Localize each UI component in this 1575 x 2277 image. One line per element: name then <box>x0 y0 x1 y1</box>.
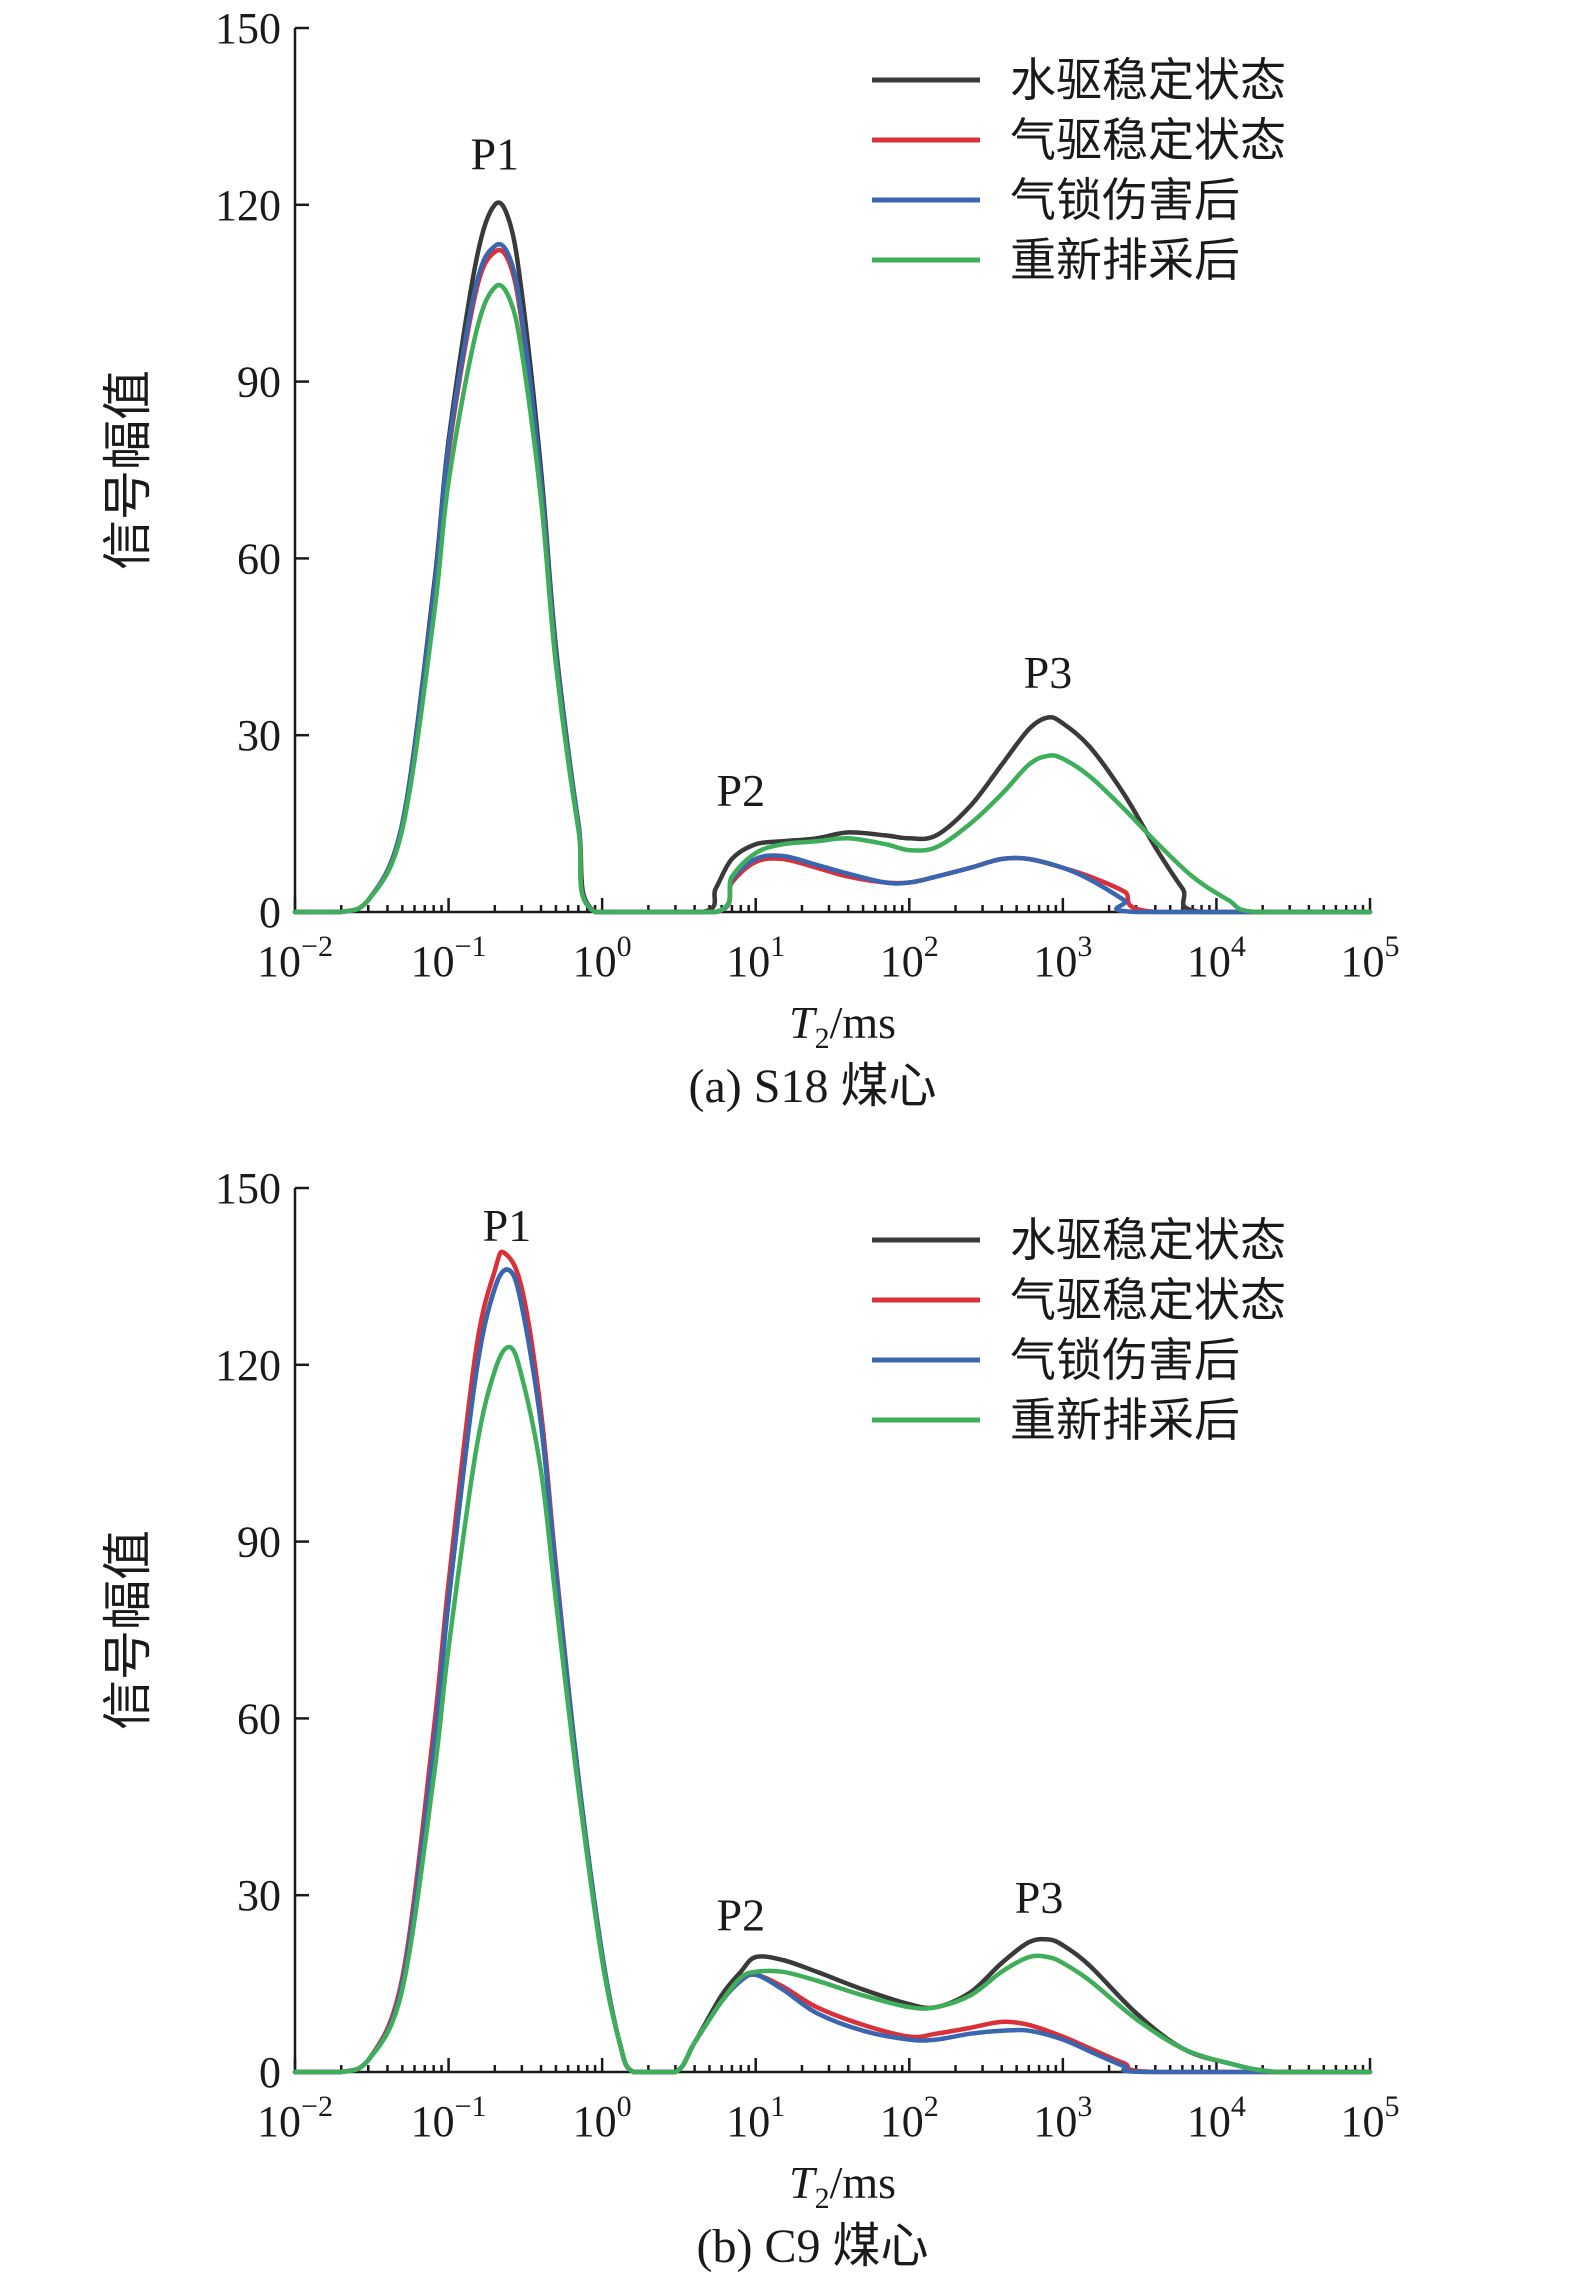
y-tick-label: 120 <box>215 181 281 230</box>
legend-label: 水驱稳定状态 <box>1010 55 1286 106</box>
x-tick-label: 105 <box>1341 2090 1400 2146</box>
chart-caption: (a) S18 煤心 <box>689 1060 937 1113</box>
chart-caption: (b) C9 煤心 <box>697 2220 929 2273</box>
x-tick-label: 102 <box>880 930 939 986</box>
y-tick-label: 90 <box>237 358 281 407</box>
x-axis-label: T2/ms <box>789 2157 896 2215</box>
x-tick-label: 10−2 <box>257 2090 333 2146</box>
x-tick-label: 10−1 <box>411 930 487 986</box>
x-tick-label: 100 <box>573 930 632 986</box>
x-tick-label: 101 <box>726 930 785 986</box>
legend-label: 水驱稳定状态 <box>1010 1215 1286 1266</box>
x-tick-label: 100 <box>573 2090 632 2146</box>
legend-label: 重新排采后 <box>1010 1395 1240 1446</box>
x-tick-label: 103 <box>1033 2090 1092 2146</box>
chart-c9: 0 30 60 90 120 150 10−2 10−1 100 101 102 103 104 105 P… <box>100 1164 1400 2273</box>
x-tick-label: 105 <box>1341 930 1400 986</box>
legend-label: 重新排采后 <box>1010 235 1240 286</box>
series-line-3 <box>292 1267 1373 2075</box>
x-tick-label: 104 <box>1187 930 1246 986</box>
y-tick-label: 60 <box>237 1694 281 1743</box>
series-line-1 <box>292 200 1373 915</box>
x-tick-label: 104 <box>1187 2090 1246 2146</box>
series-line-2 <box>292 247 1373 915</box>
x-axis-label: T2/ms <box>789 997 896 1055</box>
x-tick-label: 101 <box>726 2090 785 2146</box>
y-tick-label: 150 <box>215 1164 281 1213</box>
legend-label: 气驱稳定状态 <box>1010 1275 1286 1326</box>
y-tick-label: 30 <box>237 711 281 760</box>
peak-label: P2 <box>717 1890 766 1941</box>
peak-label: P3 <box>1015 1872 1064 1923</box>
legend-label: 气锁伤害后 <box>1010 1335 1240 1386</box>
series-line-4 <box>292 282 1373 915</box>
peak-label: P1 <box>471 128 520 179</box>
y-axis-label: 信号幅值 <box>100 370 156 570</box>
peak-label: P2 <box>717 765 766 816</box>
x-tick-label: 10−1 <box>411 2090 487 2146</box>
series-line-3 <box>292 241 1373 915</box>
peak-label: P3 <box>1024 647 1073 698</box>
y-tick-label: 90 <box>237 1518 281 1567</box>
y-tick-label: 150 <box>215 4 281 53</box>
y-tick-label: 0 <box>259 888 281 937</box>
legend-label: 气锁伤害后 <box>1010 175 1240 226</box>
x-tick-label: 103 <box>1033 930 1092 986</box>
y-axis-label: 信号幅值 <box>100 1530 156 1730</box>
peak-label: P1 <box>483 1200 532 1251</box>
x-tick-label: 102 <box>880 2090 939 2146</box>
series-line-4 <box>292 1344 1373 2075</box>
series-line-1 <box>292 1267 1373 2075</box>
y-tick-label: 60 <box>237 534 281 583</box>
y-tick-label: 0 <box>259 2048 281 2097</box>
legend-label: 气驱稳定状态 <box>1010 115 1286 166</box>
chart-s18: 0 30 60 90 120 150 10−2 10−1 100 101 102 103 104 105 P… <box>100 4 1400 1113</box>
x-tick-label: 10−2 <box>257 930 333 986</box>
y-tick-label: 120 <box>215 1341 281 1390</box>
y-tick-label: 30 <box>237 1871 281 1920</box>
